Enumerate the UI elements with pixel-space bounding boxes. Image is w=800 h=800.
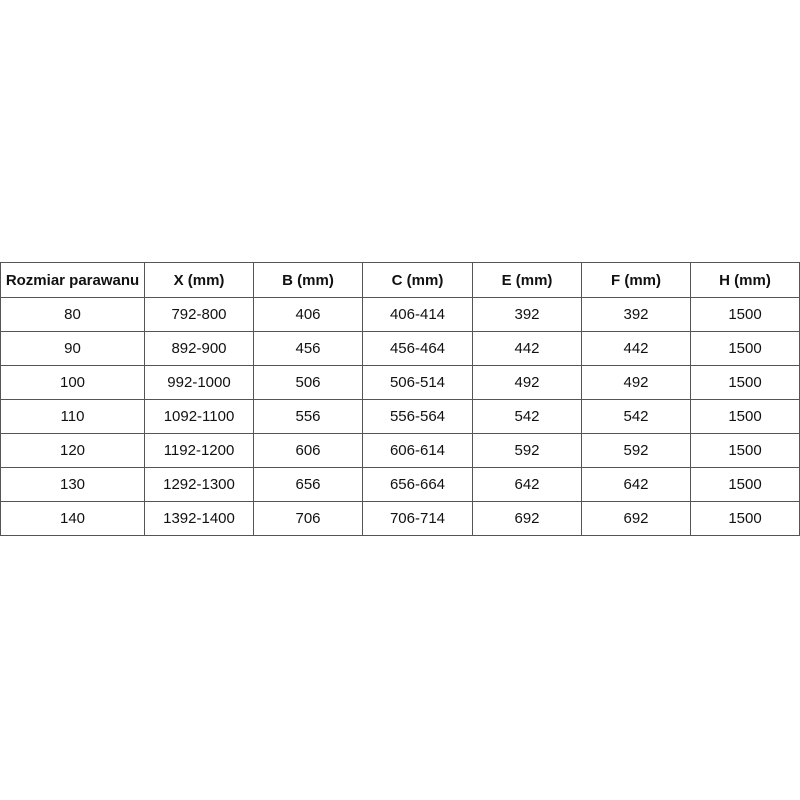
table-cell: 492: [581, 365, 691, 400]
table-row: 140 1392-1400 706 706-714 692 692 1500: [0, 501, 800, 536]
table-cell: 140: [0, 501, 145, 536]
table-cell: 442: [581, 331, 691, 366]
table-cell: 1500: [690, 297, 800, 332]
table-row: 100 992-1000 506 506-514 492 492 1500: [0, 365, 800, 400]
table-cell: 1500: [690, 365, 800, 400]
table-body: 80 792-800 406 406-414 392 392 1500 90 892-900 45…: [0, 297, 800, 536]
header-cell: Rozmiar parawanu: [0, 262, 145, 298]
table-cell: 492: [472, 365, 582, 400]
table-cell: 392: [581, 297, 691, 332]
table-cell: 90: [0, 331, 145, 366]
table-row: 90 892-900 456 456-464 442 442 1500: [0, 331, 800, 366]
table-cell: 792-800: [144, 297, 254, 332]
table-cell: 692: [581, 501, 691, 536]
table-cell: 642: [581, 467, 691, 502]
table-cell: 556: [253, 399, 363, 434]
table-cell: 456-464: [362, 331, 473, 366]
table-cell: 892-900: [144, 331, 254, 366]
table-cell: 592: [472, 433, 582, 468]
table-cell: 692: [472, 501, 582, 536]
table-cell: 706: [253, 501, 363, 536]
table-cell: 656: [253, 467, 363, 502]
table-cell: 1500: [690, 433, 800, 468]
table-cell: 556-564: [362, 399, 473, 434]
table-cell: 442: [472, 331, 582, 366]
table-cell: 1392-1400: [144, 501, 254, 536]
table-cell: 130: [0, 467, 145, 502]
table-cell: 506-514: [362, 365, 473, 400]
table-cell: 606-614: [362, 433, 473, 468]
table-cell: 706-714: [362, 501, 473, 536]
table-cell: 80: [0, 297, 145, 332]
table-row: 110 1092-1100 556 556-564 542 542 1500: [0, 399, 800, 434]
table-row: 130 1292-1300 656 656-664 642 642 1500: [0, 467, 800, 502]
table-cell: 1292-1300: [144, 467, 254, 502]
table-cell: 1092-1100: [144, 399, 254, 434]
header-cell: H (mm): [690, 262, 800, 298]
table-row: 80 792-800 406 406-414 392 392 1500: [0, 297, 800, 332]
table-cell: 456: [253, 331, 363, 366]
table-cell: 1500: [690, 331, 800, 366]
header-cell: E (mm): [472, 262, 582, 298]
table-cell: 542: [581, 399, 691, 434]
header-cell: C (mm): [362, 262, 473, 298]
table-cell: 392: [472, 297, 582, 332]
table-cell: 1500: [690, 467, 800, 502]
table-cell: 642: [472, 467, 582, 502]
table-cell: 506: [253, 365, 363, 400]
header-cell: B (mm): [253, 262, 363, 298]
dimension-table: Rozmiar parawanu X (mm) B (mm) C (mm) E (mm)…: [0, 262, 800, 536]
table-cell: 120: [0, 433, 145, 468]
table-cell: 656-664: [362, 467, 473, 502]
table-container: Rozmiar parawanu X (mm) B (mm) C (mm) E (mm)…: [0, 262, 800, 536]
table-cell: 592: [581, 433, 691, 468]
table-cell: 406: [253, 297, 363, 332]
table-cell: 542: [472, 399, 582, 434]
table-cell: 110: [0, 399, 145, 434]
header-cell: F (mm): [581, 262, 691, 298]
header-row: Rozmiar parawanu X (mm) B (mm) C (mm) E (mm)…: [0, 262, 800, 298]
table-cell: 406-414: [362, 297, 473, 332]
table-cell: 992-1000: [144, 365, 254, 400]
table-cell: 606: [253, 433, 363, 468]
table-row: 120 1192-1200 606 606-614 592 592 1500: [0, 433, 800, 468]
table-cell: 1500: [690, 399, 800, 434]
table-cell: 1500: [690, 501, 800, 536]
table-cell: 1192-1200: [144, 433, 254, 468]
header-cell: X (mm): [144, 262, 254, 298]
table-cell: 100: [0, 365, 145, 400]
